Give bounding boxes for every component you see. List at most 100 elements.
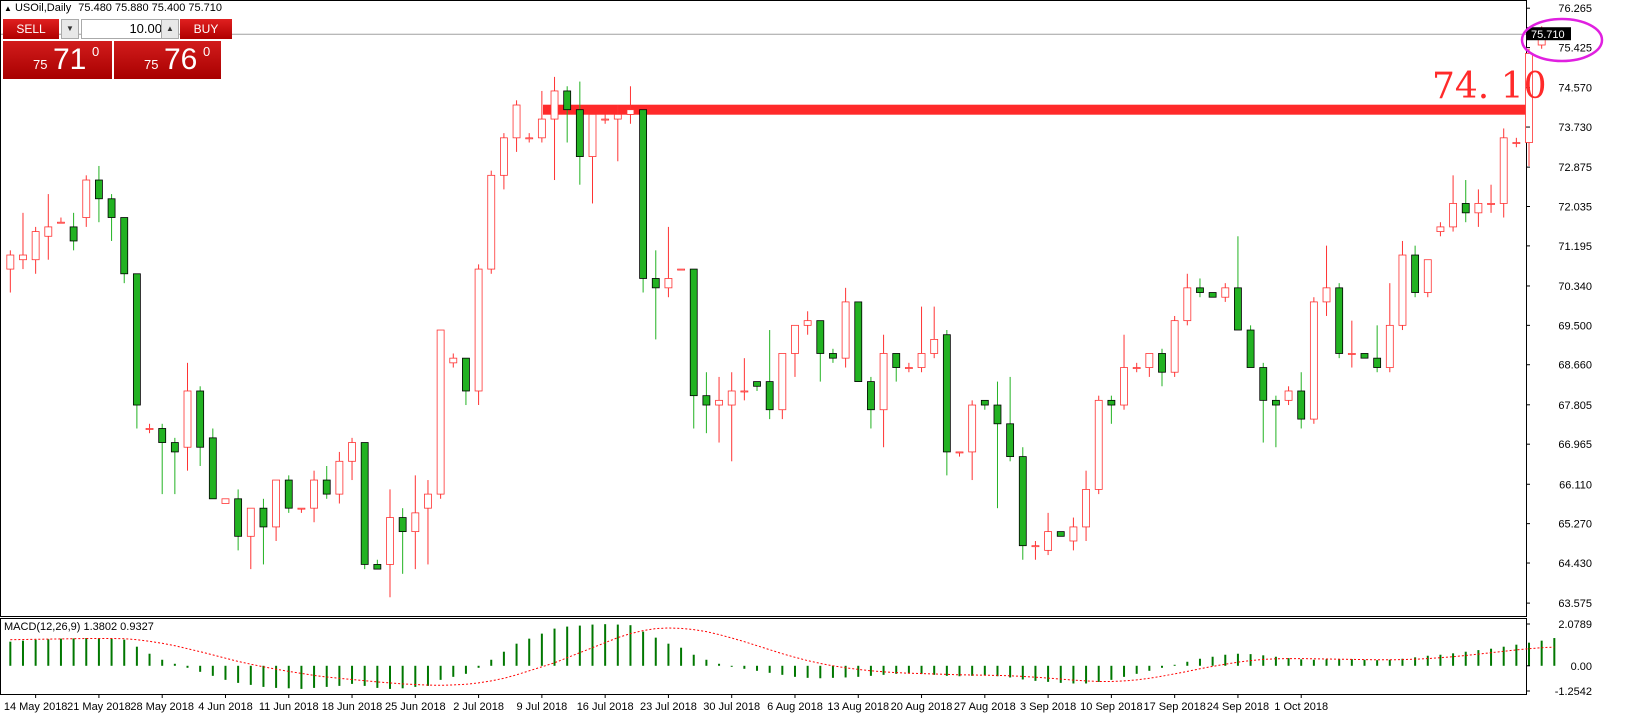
candle — [1018, 447, 1027, 560]
candle-body — [993, 404, 1002, 425]
price-tick-label: 72.875 — [1558, 162, 1592, 174]
candle-body — [816, 320, 825, 354]
candle — [955, 451, 964, 457]
time-tick-label: 17 Sep 2018 — [1143, 701, 1205, 713]
candle-body — [69, 226, 78, 242]
candle-body — [1309, 301, 1318, 420]
candle — [1499, 128, 1508, 218]
candle — [1436, 222, 1445, 237]
time-tick-label: 25 Jun 2018 — [385, 701, 446, 713]
candle — [246, 507, 255, 570]
candle — [791, 324, 799, 377]
candle — [968, 400, 977, 481]
price-tick-label: 69.500 — [1558, 320, 1592, 332]
candle — [170, 437, 179, 495]
candle-body — [677, 268, 685, 271]
candle — [1094, 395, 1103, 495]
candle — [1044, 512, 1052, 556]
candle — [930, 306, 939, 359]
candle-body — [917, 353, 926, 368]
buy-button[interactable]: BUY — [180, 19, 232, 39]
candle-body — [930, 339, 939, 354]
candle — [1107, 395, 1116, 424]
candle-body — [196, 390, 205, 448]
candle-body — [19, 254, 27, 261]
candle-body — [702, 395, 711, 406]
symbol-label: USOil,Daily — [14, 2, 72, 14]
time-tick-label: 21 May 2018 — [67, 701, 131, 713]
candle-body — [1449, 203, 1457, 228]
sell-button[interactable]: SELL — [3, 19, 59, 39]
collapse-triangle-icon[interactable]: ▲ — [4, 4, 12, 13]
candle — [1259, 362, 1268, 443]
price-tick-label: 64.430 — [1558, 558, 1592, 570]
candle — [1196, 278, 1204, 298]
candle-body — [183, 390, 192, 448]
candle — [322, 465, 331, 499]
candle-body — [791, 324, 799, 354]
candle — [1132, 362, 1141, 373]
sell-price-prefix: 75 — [33, 57, 48, 72]
candle-body — [1284, 390, 1293, 401]
candle — [462, 357, 470, 406]
price-tick-label: 65.270 — [1558, 519, 1592, 531]
increase-volume-button[interactable]: ▲ — [161, 19, 179, 39]
candle — [740, 358, 749, 401]
candle-body — [1272, 399, 1280, 406]
candle-body — [1132, 367, 1141, 369]
candle-body — [942, 334, 951, 453]
time-tick-label: 6 Aug 2018 — [767, 701, 823, 713]
candle — [1069, 517, 1078, 551]
candle — [335, 451, 344, 504]
buy-price-button[interactable]: 75 76 0 — [114, 41, 221, 79]
candle — [1056, 531, 1065, 537]
time-tick-label: 18 Jun 2018 — [322, 701, 383, 713]
candle-body — [765, 381, 774, 411]
candle-body — [980, 399, 989, 406]
candle — [1221, 283, 1230, 302]
candle-body — [500, 137, 508, 176]
one-click-trading-panel: SELL ▼ 10.00 ▲ BUY 75 71 0 75 76 0 — [3, 19, 232, 79]
candle — [677, 268, 685, 271]
candle-body — [386, 517, 394, 565]
candle-body — [651, 278, 660, 289]
sell-price-button[interactable]: 75 71 0 — [3, 41, 112, 79]
buy-price-prefix: 75 — [144, 57, 159, 72]
price-tick-label: 74.570 — [1558, 83, 1592, 95]
candle-body — [1145, 353, 1154, 368]
volume-input[interactable]: 10.00 — [81, 19, 167, 39]
candle-body — [1170, 320, 1179, 373]
candle-body — [1322, 287, 1331, 303]
candle-body — [639, 109, 648, 279]
candle-body — [107, 198, 116, 218]
annotations — [1520, 17, 1604, 63]
candle — [841, 287, 850, 368]
candle — [1246, 325, 1255, 368]
candle-body — [284, 479, 293, 509]
candle-body — [550, 90, 559, 120]
candle-body — [892, 353, 901, 368]
candle-body — [297, 507, 306, 510]
candle — [550, 76, 559, 181]
time-tick-label: 24 Sep 2018 — [1207, 701, 1269, 713]
candle-body — [1044, 531, 1052, 551]
decrease-volume-button[interactable]: ▼ — [61, 19, 79, 39]
candle-body — [462, 357, 470, 392]
candle-body — [525, 137, 534, 140]
candle — [1423, 259, 1432, 298]
candle — [904, 362, 913, 373]
candle — [158, 423, 167, 495]
price-tick-label: 70.340 — [1558, 281, 1592, 293]
candle — [348, 437, 356, 481]
candle — [183, 362, 192, 471]
price-tick-label: 67.805 — [1558, 400, 1592, 412]
candle-body — [1411, 254, 1420, 293]
candle-body — [398, 517, 407, 533]
candle — [727, 372, 736, 462]
candle — [626, 86, 635, 124]
candle — [107, 194, 116, 241]
candle-body — [588, 113, 597, 157]
candle — [1398, 240, 1407, 331]
